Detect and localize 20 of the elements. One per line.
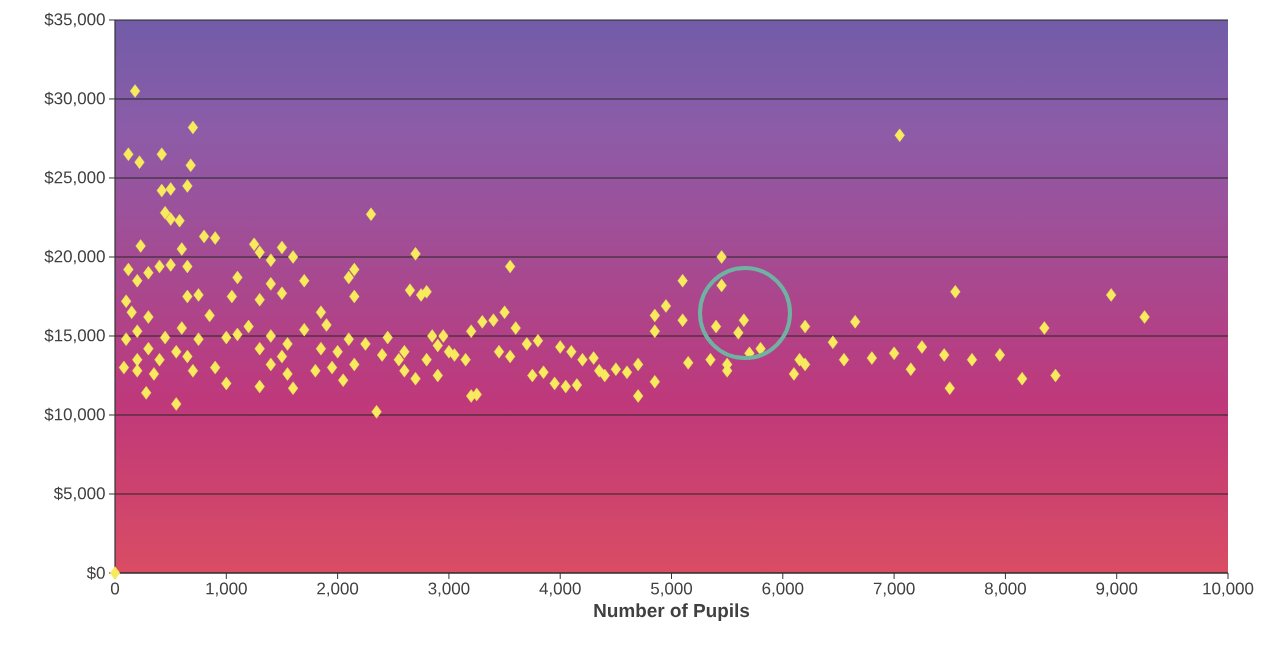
x-tick-label: 3,000 <box>428 582 470 597</box>
y-tick-label: $25,000 <box>44 170 105 186</box>
x-tick-label: 0 <box>110 582 120 595</box>
x-tick-label: 7,000 <box>873 582 915 597</box>
x-tick-label: 10,000 <box>1203 582 1254 597</box>
y-tick-label: $5,000 <box>53 486 105 502</box>
x-axis-title: Number of Pupils <box>594 603 750 621</box>
y-tick-label: $35,000 <box>44 12 105 28</box>
x-tick-label: 2,000 <box>317 582 359 597</box>
x-tick-label: 1,000 <box>206 582 247 597</box>
x-tick-label: 8,000 <box>984 582 1026 597</box>
y-tick-label: $0 <box>86 566 105 580</box>
y-tick-label: $15,000 <box>44 328 105 344</box>
x-tick-label: 5,000 <box>650 582 693 597</box>
x-tick-label: 4,000 <box>539 582 581 597</box>
y-tick-label: $20,000 <box>44 249 105 265</box>
y-tick-label: $30,000 <box>44 91 105 107</box>
x-tick-label: 6,000 <box>762 582 804 597</box>
x-tick-label: 9,000 <box>1096 582 1138 597</box>
y-tick-label: $10,000 <box>44 407 105 423</box>
